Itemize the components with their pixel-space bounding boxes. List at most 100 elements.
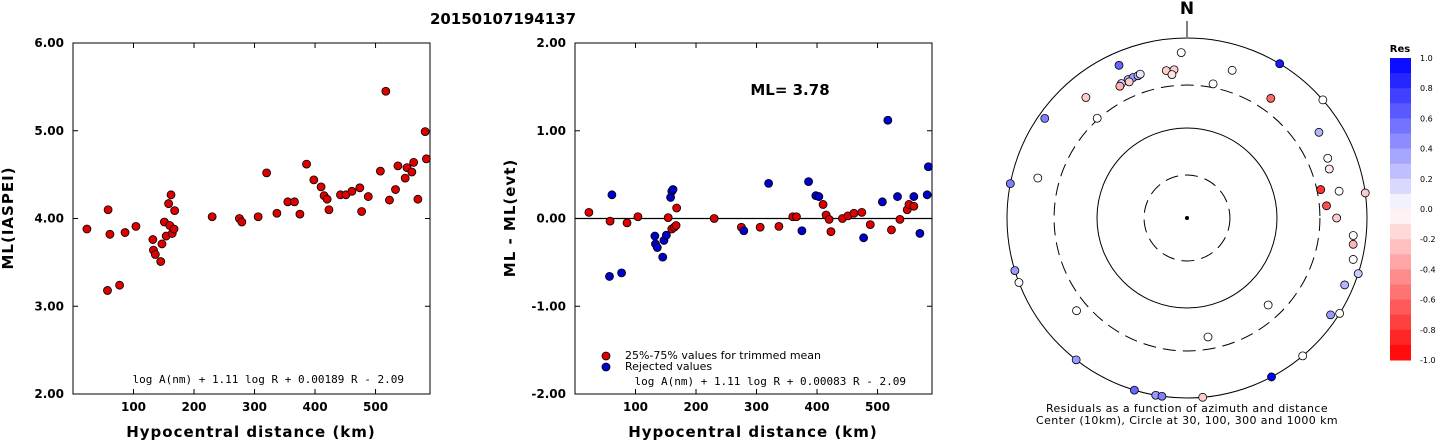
station-residual-point <box>1114 60 1124 70</box>
station-residual-point <box>1014 278 1024 287</box>
colorbar-swatch <box>1390 344 1411 361</box>
station-residual-point <box>1208 79 1218 89</box>
rejected-residual-point <box>668 185 678 194</box>
colorbar-tick-label: 0.2 <box>1420 175 1433 184</box>
colorbar-tick-label: 1.0 <box>1420 54 1433 63</box>
x-tick-label: 300 <box>242 400 267 414</box>
rejected-residual-point <box>915 229 925 238</box>
legend: 25%-75% values for trimmed mean Rejected… <box>601 349 821 373</box>
colorbar-swatch <box>1390 163 1411 180</box>
magnitude-point <box>150 250 160 259</box>
azimuth-residual-plot: N Residuals as a function of azimuth and… <box>1005 0 1436 427</box>
colorbar-swatch <box>1390 284 1411 301</box>
magnitude-point <box>295 209 305 219</box>
rejected-residual-point <box>883 115 893 125</box>
accepted-residual-point <box>865 220 875 230</box>
station-residual-point <box>1314 127 1324 137</box>
colorbar-swatch <box>1390 193 1411 210</box>
magnitude-vs-distance-plot: 100 200 300 400 500 2.00 3.00 4.00 5.00 6.00 log … <box>0 36 431 441</box>
magnitude-point <box>105 229 115 239</box>
colorbar-swatch <box>1390 133 1411 150</box>
accepted-residual-point <box>633 212 643 222</box>
colorbar-tick-label: -0.6 <box>1420 296 1436 305</box>
station-residual-point <box>1129 385 1139 395</box>
accepted-residual-point <box>672 203 682 213</box>
colorbar-swatch <box>1390 88 1411 104</box>
axis-ticks: 100 200 300 400 500 -2.00 -1.00 0.00 1.00 2.00 <box>531 36 932 414</box>
magnitude-point <box>115 280 124 290</box>
colorbar-swatch <box>1390 118 1411 134</box>
magnitude-point <box>420 127 430 137</box>
rejected-residual-point <box>607 190 617 200</box>
magnitude-point <box>156 257 166 266</box>
magnitude-point <box>302 159 311 169</box>
magnitude-point <box>120 228 130 237</box>
colorbar-swatch <box>1390 254 1411 270</box>
colorbar-title: Res <box>1390 44 1410 55</box>
station-residual-point <box>1267 372 1276 382</box>
rejected-residual-point <box>658 252 668 262</box>
y-tick-label: 1.00 <box>536 124 566 138</box>
y-axis-label: ML(IASPEI) <box>0 166 17 269</box>
y-tick-label: -2.00 <box>531 387 566 401</box>
legend-marker-accepted <box>601 351 611 361</box>
accepted-residual-point <box>605 216 615 226</box>
caption-line-1: Residuals as a function of azimuth and d… <box>1046 402 1328 415</box>
y-tick-label: 4.00 <box>34 212 64 226</box>
x-tick-label: 100 <box>121 400 146 414</box>
station-residual-point <box>1040 113 1050 123</box>
axis-ticks: 100 200 300 400 500 2.00 3.00 4.00 5.00 6.00 <box>34 36 430 414</box>
accepted-residual-point <box>792 212 801 222</box>
magnitude-point <box>290 197 299 207</box>
magnitude-point <box>381 86 391 96</box>
y-axis-label: ML - ML(evt) <box>501 159 519 277</box>
station-residual-point <box>1263 300 1273 310</box>
station-residual-point <box>1227 65 1237 75</box>
north-label: N <box>1180 0 1194 19</box>
residual-vs-distance-plot: 100 200 300 400 500 -2.00 -1.00 0.00 1.00 2.00 ML… <box>501 36 933 441</box>
colorbar-swatch <box>1390 103 1411 119</box>
distance-ring <box>1143 174 1231 262</box>
colorbar-swatch <box>1390 148 1411 165</box>
magnitude-point <box>407 167 417 177</box>
x-tick-label: 300 <box>744 400 769 414</box>
magnitude-point <box>391 185 400 194</box>
distance-ring <box>1053 84 1321 352</box>
x-tick-label: 200 <box>683 400 708 414</box>
rejected-residual-point <box>814 192 824 201</box>
legend-label-accepted: 25%-75% values for trimmed mean <box>625 349 821 362</box>
station-residual-point <box>1348 239 1358 249</box>
rejected-residual-point <box>923 162 933 172</box>
y-tick-label: 5.00 <box>34 124 64 138</box>
colorbar-swatches <box>1390 58 1411 361</box>
colorbar-tick-label: 0.6 <box>1420 114 1433 123</box>
rejected-residual-point <box>922 190 932 200</box>
colorbar-swatch <box>1390 73 1411 89</box>
station-residual-point <box>1198 392 1208 402</box>
colorbar-swatch <box>1390 269 1411 285</box>
y-tick-label: 6.00 <box>34 36 64 50</box>
colorbar-swatch <box>1390 209 1411 225</box>
magnitude-point <box>103 286 112 295</box>
accepted-residual-point <box>887 225 896 235</box>
accepted-residual-point <box>895 214 905 224</box>
distance-ring <box>1096 127 1278 309</box>
x-tick-label: 500 <box>363 400 388 414</box>
colorbar-swatch <box>1390 299 1411 316</box>
colorbar-swatch <box>1390 329 1411 346</box>
accepted-residual-point <box>774 221 784 231</box>
accepted-residual-point <box>909 201 919 211</box>
y-tick-label: -1.00 <box>531 299 566 313</box>
plot-frame <box>72 42 431 395</box>
magnitude-point <box>400 173 410 183</box>
accepted-residual-point <box>755 222 765 232</box>
accepted-residual-point <box>584 207 594 217</box>
magnitude-point <box>131 221 141 231</box>
magnitude-point <box>385 195 394 205</box>
colorbar-tick-label: 0.8 <box>1420 84 1433 93</box>
station-residual-point <box>1010 266 1020 276</box>
station-residual-point <box>1335 308 1345 318</box>
x-tick-label: 400 <box>805 400 830 414</box>
magnitude-point <box>322 194 332 204</box>
magnitude-point <box>357 207 367 216</box>
